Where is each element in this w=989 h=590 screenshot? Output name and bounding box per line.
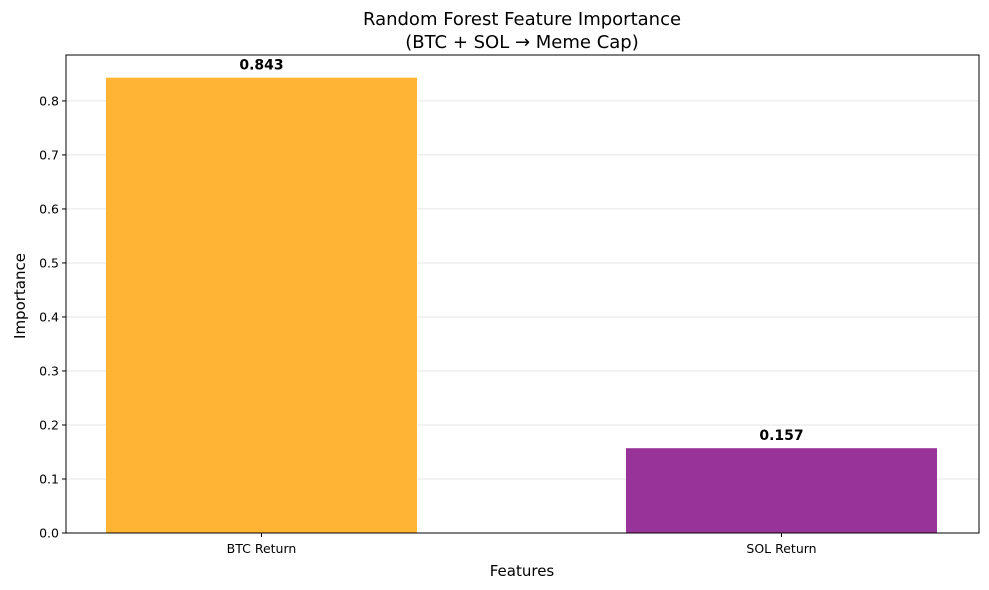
y-tick-label: 0.8 bbox=[39, 93, 59, 108]
chart-title-line-1: Random Forest Feature Importance bbox=[363, 9, 681, 30]
bars bbox=[106, 77, 937, 533]
bar-value-label: 0.157 bbox=[759, 428, 803, 444]
chart-title-line-2: (BTC + SOL → Meme Cap) bbox=[405, 32, 639, 53]
bar bbox=[626, 448, 937, 533]
y-tick-label: 0.2 bbox=[39, 417, 59, 432]
y-tick-label: 0.7 bbox=[39, 147, 59, 162]
bar bbox=[106, 77, 417, 533]
x-tick-label: SOL Return bbox=[746, 541, 816, 556]
y-axis-ticks: 0.0 0.1 0.2 0.3 0.4 0.5 0.6 0.7 0.8 bbox=[39, 93, 66, 541]
y-tick-label: 0.6 bbox=[39, 201, 59, 216]
x-axis-label: Features bbox=[490, 562, 555, 580]
bar-value-label: 0.843 bbox=[239, 58, 283, 74]
y-tick-label: 0.1 bbox=[39, 471, 59, 486]
y-tick-label: 0.3 bbox=[39, 363, 59, 378]
y-tick-label: 0.4 bbox=[39, 309, 59, 324]
x-axis-ticks: BTC Return SOL Return bbox=[227, 533, 817, 556]
plot-frame bbox=[65, 54, 980, 534]
y-tick-label: 0.0 bbox=[39, 526, 59, 541]
y-axis-label: Importance bbox=[11, 253, 29, 339]
bar-value-labels: 0.843 0.157 bbox=[239, 58, 803, 445]
x-tick-label: BTC Return bbox=[227, 541, 297, 556]
y-tick-label: 0.5 bbox=[39, 255, 59, 270]
